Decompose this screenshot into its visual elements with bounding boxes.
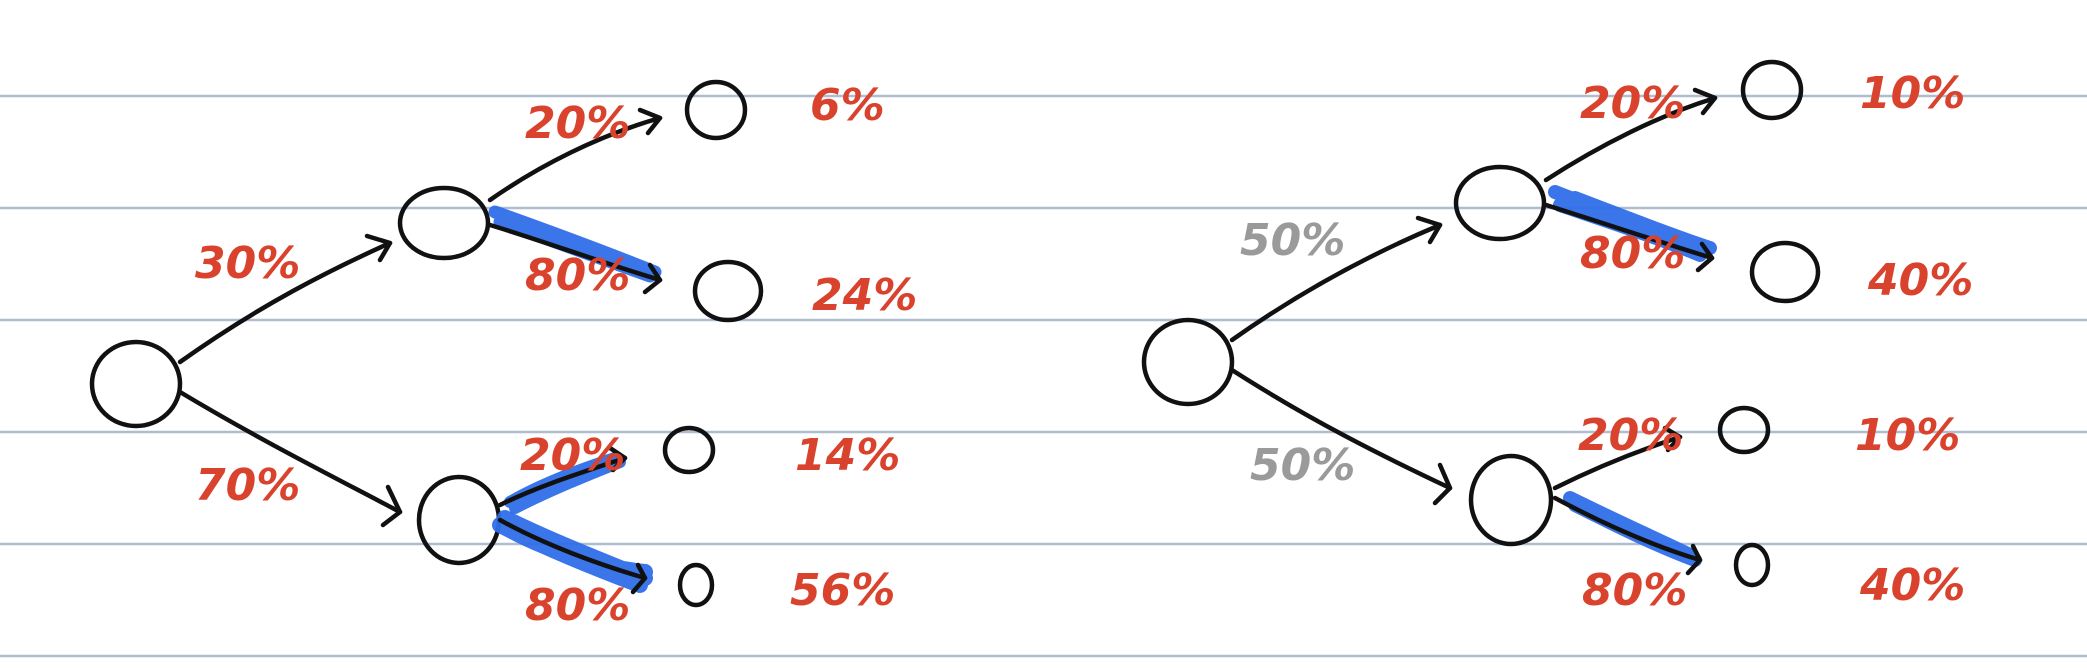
tree-2-edge-lower-20 <box>1552 434 1683 491</box>
tree-2-branch-label-lower-20: 20% <box>1578 410 1683 461</box>
tree-2-branch-label-lower-80: 80% <box>1582 565 1687 616</box>
tree-1: 30% 70% 20% 80% 20% 80% 6% 24% 14% 56% <box>89 79 917 631</box>
tree-1-branch-label-upper-20: 20% <box>525 98 630 149</box>
tree-2-edge-lower-80 <box>1552 495 1703 563</box>
arrowhead-icon <box>1685 543 1703 576</box>
tree-1-leaf-node <box>684 79 748 141</box>
arrowhead-icon <box>1692 87 1718 116</box>
tree-1-edge-lower-20 <box>497 455 628 508</box>
tree-2-branch-label-upper-20: 20% <box>1580 78 1685 129</box>
tree-2-edge-50-upper <box>1229 222 1443 343</box>
arrowhead-icon <box>1662 425 1683 453</box>
tree-1-edge-lower-80 <box>497 517 648 581</box>
arrowhead-icon <box>642 262 663 295</box>
tree-1-leaf-node <box>677 562 715 608</box>
arrowhead-icon <box>1695 241 1715 273</box>
tree-2-edge-upper-80 <box>1543 202 1715 261</box>
tree-1-leaf-result: 56% <box>790 565 895 616</box>
tree-1-edge-70 <box>177 389 403 515</box>
arrowhead-icon <box>1432 462 1453 506</box>
tree-2-leaf-result: 10% <box>1860 68 1965 119</box>
tree-2: 50% 50% 20% 80% 20% 80% 10% 40% 10% 40% <box>1141 59 1973 616</box>
tree-2-upper-node <box>1453 164 1547 242</box>
tree-2-leaf-result: 40% <box>1859 560 1965 611</box>
tree-1-branch-label-lower-20: 20% <box>520 430 625 481</box>
arrowhead-icon <box>630 562 648 595</box>
tree-1-leaf-result: 24% <box>812 270 917 321</box>
tree-2-branch-label-50-upper: 50% <box>1240 215 1345 266</box>
tree-1-leaf-node <box>662 425 716 475</box>
tree-2-edge-50-lower <box>1229 367 1453 491</box>
arrowhead-icon <box>380 484 403 528</box>
tree-2-leaf-node <box>1749 240 1821 304</box>
tree-1-leaf-result: 6% <box>810 80 885 131</box>
tree-2-leaf-node <box>1740 59 1804 121</box>
arrowhead-icon <box>607 445 628 473</box>
tree-2-leaf-result: 40% <box>1867 255 1973 306</box>
tree-1-leaf-result: 14% <box>795 430 900 481</box>
tree-1-branch-label-70: 70% <box>195 460 300 511</box>
tree-1-branch-label-30: 30% <box>195 238 300 289</box>
tree-2-edge-upper-20 <box>1543 95 1718 183</box>
tree-1-edge-30 <box>177 240 393 365</box>
tree-2-branch-label-upper-80: 80% <box>1580 228 1685 279</box>
tree-1-leaf-node <box>692 259 764 323</box>
ruled-lines <box>0 94 2087 658</box>
tree-1-branch-label-lower-80: 80% <box>525 580 630 631</box>
tree-1-lower-node <box>416 474 502 566</box>
arrowhead-icon <box>1415 215 1443 245</box>
tree-1-root-node <box>89 339 183 429</box>
tree-1-edge-upper-20 <box>487 115 663 203</box>
tree-2-branch-label-50-lower: 50% <box>1250 440 1355 491</box>
tree-2-lower-node <box>1468 453 1554 547</box>
tree-2-leaf-node <box>1717 405 1771 455</box>
tree-1-branch-label-upper-80: 80% <box>525 250 630 301</box>
arrowhead-icon <box>637 107 663 136</box>
tree-1-edge-upper-80 <box>487 222 663 283</box>
tree-2-leaf-result: 10% <box>1855 410 1960 461</box>
tree-2-root-node <box>1141 317 1235 407</box>
arrowhead-icon <box>364 233 393 263</box>
tree-2-leaf-node <box>1733 542 1771 588</box>
tree-1-upper-node <box>397 185 491 261</box>
